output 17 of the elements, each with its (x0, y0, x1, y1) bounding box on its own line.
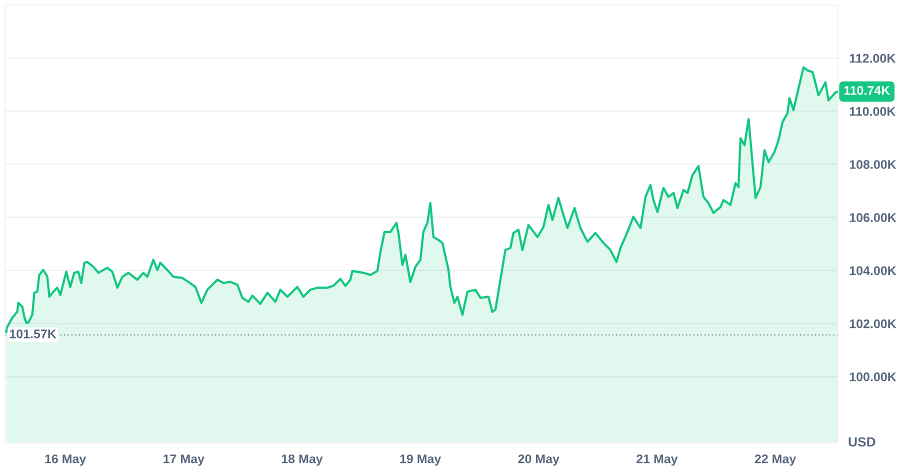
y-tick-label: 110.00K (850, 106, 896, 116)
ref-line-label: 101.57K (10, 329, 56, 338)
y-tick-label: 100.00K (850, 372, 896, 382)
y-tick-label: 112.00K (850, 54, 896, 63)
y-tick-label: 106.00K (850, 213, 896, 222)
x-tick-label: 19 May (400, 454, 442, 466)
x-tick-label: 17 May (164, 454, 204, 466)
y-tick-label: 108.00K (850, 160, 896, 169)
x-tick-label: 22 May (754, 454, 796, 466)
x-tick-label: 18 May (282, 454, 323, 466)
y-axis-title: USD (848, 437, 876, 447)
annotation: 110.74K (844, 86, 890, 95)
y-tick-label: 104.00K (850, 266, 896, 276)
y-tick-label: 102.00K (850, 319, 896, 328)
x-tick-label: 16 May (45, 454, 86, 466)
x-tick-label: 20 May (518, 454, 560, 466)
x-tick-label: 21 May (636, 454, 678, 466)
